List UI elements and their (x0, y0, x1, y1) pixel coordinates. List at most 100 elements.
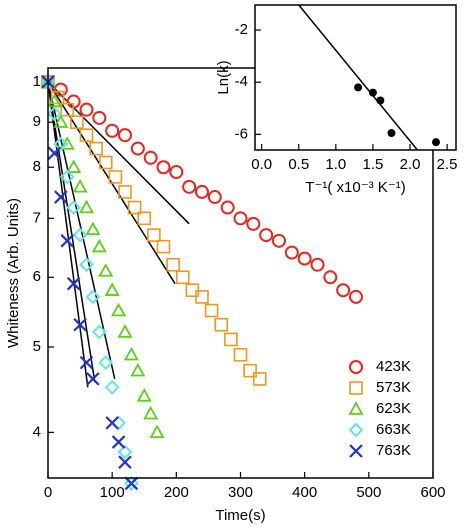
marker (54, 190, 68, 204)
x-tick-label: 200 (164, 484, 189, 501)
marker (310, 257, 325, 272)
y-tick-label: 8 (33, 158, 41, 175)
legend-marker (348, 422, 364, 438)
marker (66, 200, 82, 215)
marker (431, 138, 440, 147)
marker (127, 200, 142, 215)
legend-label: 423K (376, 358, 411, 375)
legend-label: 663K (376, 421, 411, 438)
marker (233, 211, 248, 226)
marker (59, 136, 75, 150)
marker (297, 251, 312, 266)
x-tick-label: 2.0 (400, 156, 421, 173)
marker (60, 102, 75, 117)
marker (118, 185, 132, 199)
marker (323, 270, 338, 285)
marker (272, 233, 286, 248)
marker (130, 362, 146, 377)
marker (220, 200, 235, 215)
marker (105, 123, 120, 138)
x-tick-label: 0 (44, 484, 52, 501)
marker (91, 238, 107, 253)
marker (73, 317, 87, 332)
x-axis-title: Time(s) (215, 507, 265, 524)
y-tick-label: 4 (33, 423, 41, 440)
y-tick-label: 6 (33, 268, 41, 285)
fit-line (47, 81, 89, 388)
x-tick-label: 300 (228, 484, 253, 501)
marker (252, 372, 267, 386)
marker (214, 317, 229, 332)
marker (111, 435, 126, 449)
marker (175, 270, 190, 285)
marker (224, 332, 238, 347)
legend-marker (349, 444, 363, 458)
marker (60, 234, 75, 248)
marker (233, 347, 248, 362)
x-tick-label: 0.0 (251, 156, 272, 173)
marker (117, 324, 133, 338)
y-tick-label: -4 (235, 73, 248, 90)
marker (85, 221, 101, 236)
y-tick-label: 5 (33, 338, 41, 355)
marker (354, 83, 363, 92)
marker (108, 170, 123, 184)
marker (207, 190, 222, 205)
legend-marker (349, 381, 363, 395)
plot-background (255, 5, 456, 150)
marker (98, 263, 114, 277)
legend-label: 623K (376, 400, 411, 417)
marker (46, 93, 62, 108)
marker (89, 141, 103, 156)
marker (85, 289, 101, 305)
y-tick-label: 7 (33, 209, 41, 226)
marker (70, 115, 84, 129)
marker (78, 199, 95, 214)
marker (204, 303, 219, 318)
marker (79, 128, 94, 142)
fit-line (47, 81, 190, 225)
marker (137, 211, 152, 226)
y-tick-label: -6 (235, 125, 248, 142)
marker (368, 88, 377, 97)
marker (118, 455, 132, 469)
marker (169, 165, 184, 180)
x-tick-label: 2.5 (437, 156, 458, 173)
marker (182, 179, 197, 194)
plot-frame (254, 4, 457, 151)
marker (50, 90, 65, 105)
marker (156, 160, 171, 175)
marker (259, 228, 274, 243)
y-axis-title: Whiteness (Arb. Units) (5, 198, 22, 348)
marker (387, 129, 396, 138)
marker (105, 416, 119, 430)
marker (195, 290, 209, 304)
x-tick-label: 400 (292, 484, 317, 501)
marker (91, 324, 107, 340)
marker (118, 128, 132, 143)
marker (166, 257, 180, 272)
marker (111, 302, 127, 317)
marker (195, 184, 209, 199)
y-axis-title: Ln(k) (215, 60, 232, 94)
marker (246, 216, 261, 231)
marker (79, 257, 94, 273)
marker (72, 179, 88, 193)
legend-marker (349, 360, 363, 374)
marker (143, 150, 158, 165)
marker (66, 159, 82, 173)
marker (117, 444, 133, 460)
marker (147, 228, 161, 242)
marker (104, 282, 120, 296)
x-tick-label: 100 (100, 484, 125, 501)
fit-line (298, 4, 419, 151)
marker (53, 82, 68, 97)
marker (284, 245, 299, 260)
marker (124, 476, 139, 491)
marker (349, 289, 363, 304)
marker (79, 102, 94, 117)
y-tick-label: 9 (33, 113, 41, 130)
marker (92, 110, 107, 125)
marker (53, 114, 69, 128)
